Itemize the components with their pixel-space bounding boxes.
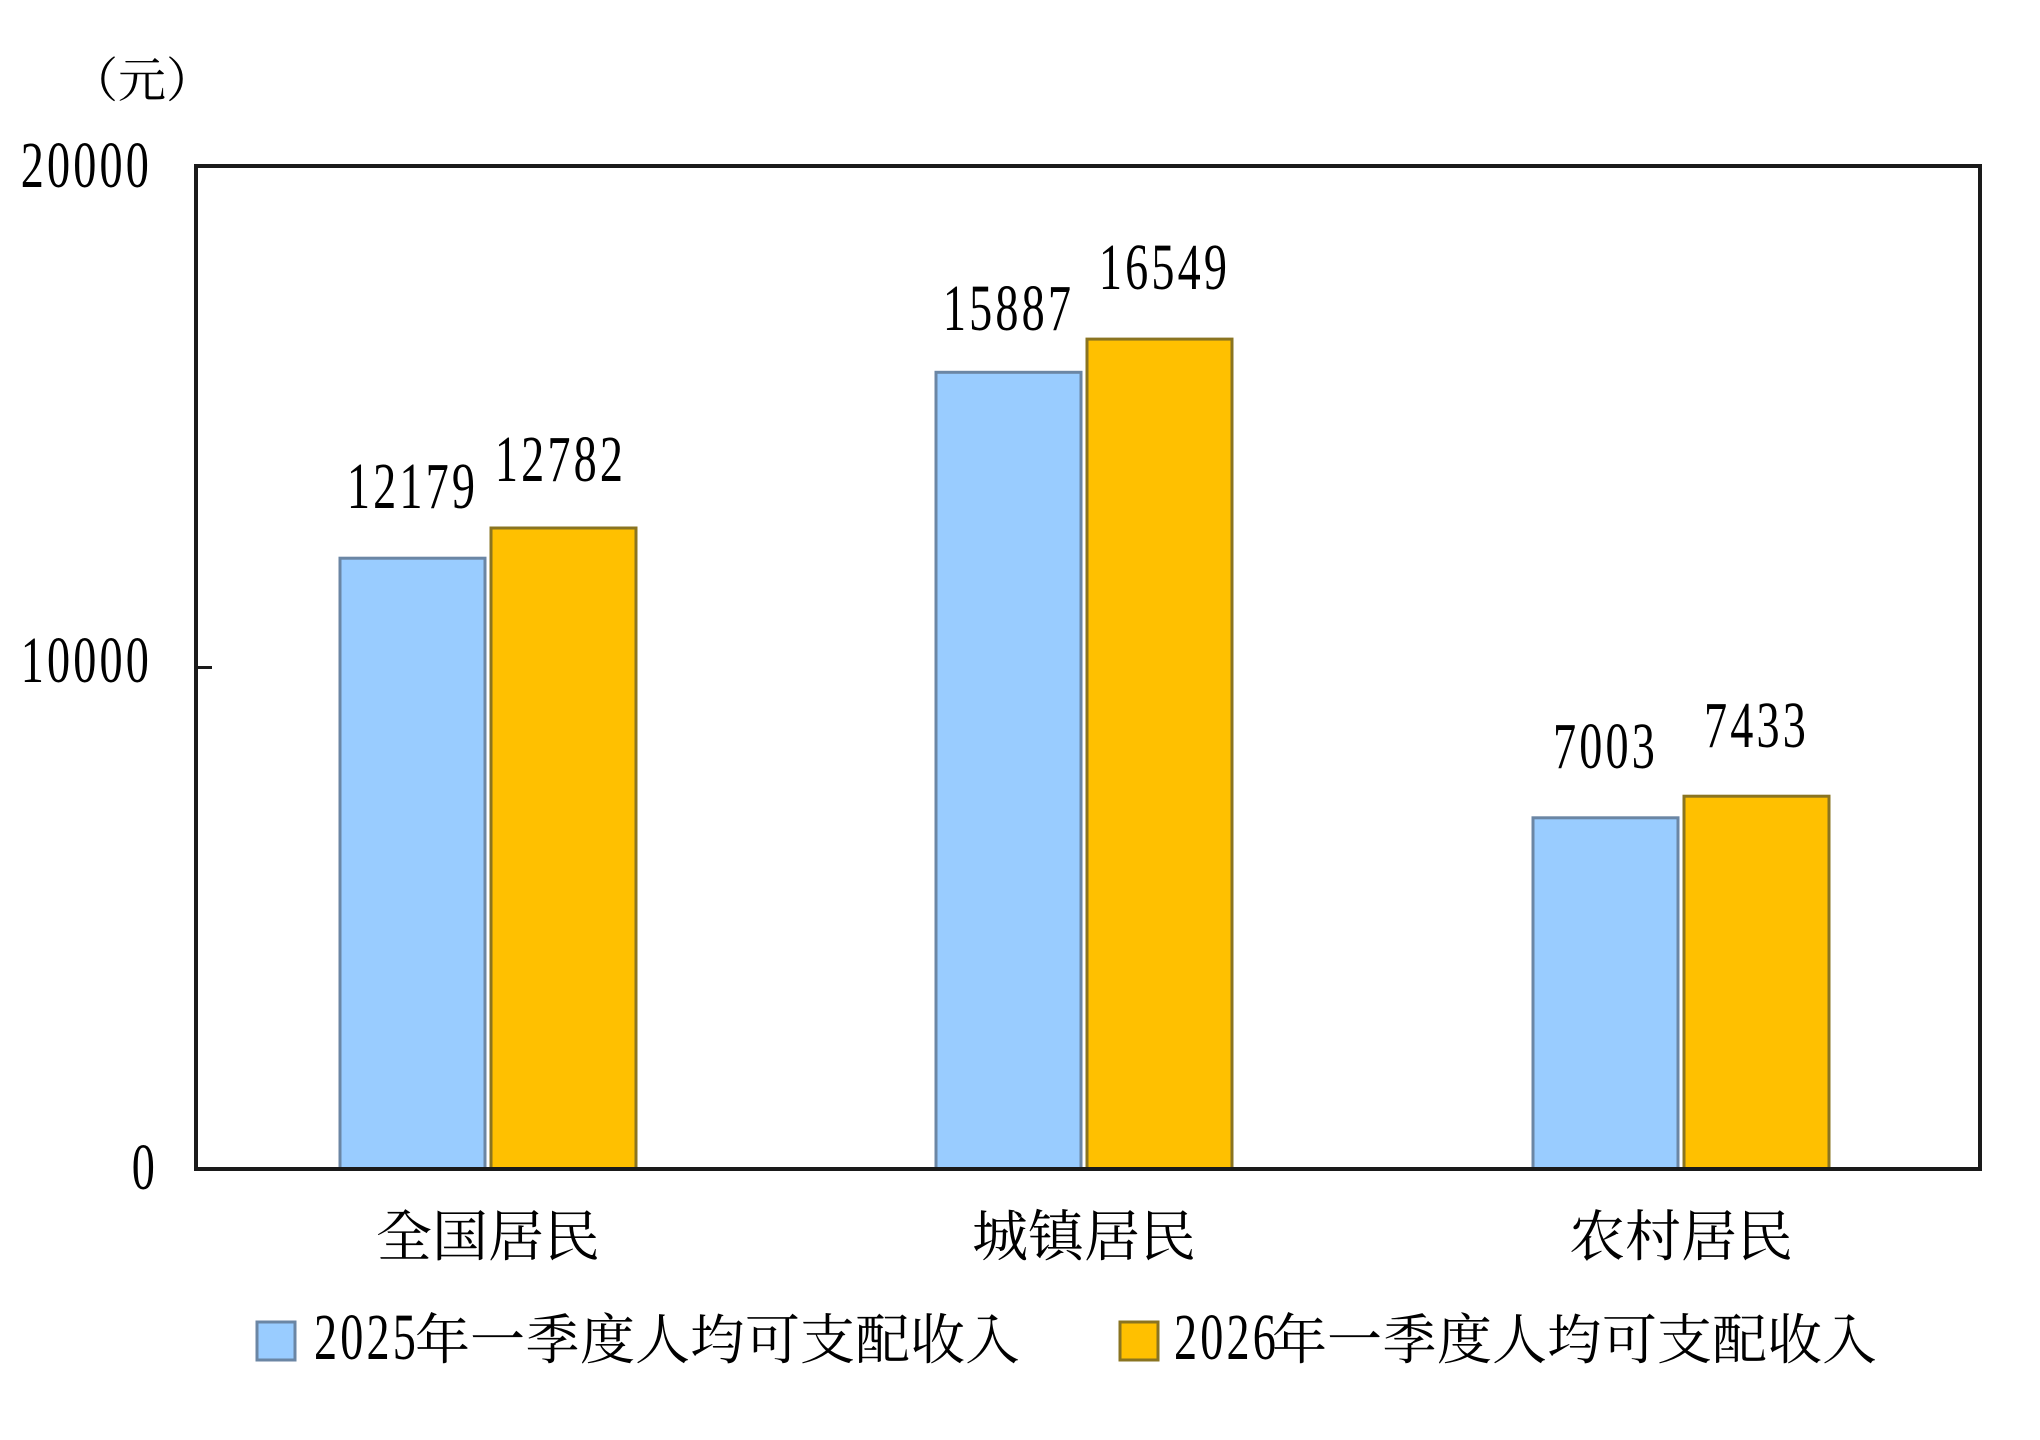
svg-text:12179: 12179 — [347, 450, 478, 523]
svg-text:10000: 10000 — [21, 624, 152, 697]
svg-text:7433: 7433 — [1704, 689, 1809, 762]
svg-text:16549: 16549 — [1099, 231, 1230, 304]
svg-text:20000: 20000 — [21, 129, 152, 202]
svg-text:0: 0 — [132, 1131, 158, 1204]
svg-text:2025: 2025 — [314, 1301, 419, 1374]
svg-text:7003: 7003 — [1553, 710, 1658, 783]
svg-text:12782: 12782 — [495, 423, 626, 496]
svg-text:2026: 2026 — [1174, 1301, 1279, 1374]
svg-text:15887: 15887 — [943, 272, 1074, 345]
